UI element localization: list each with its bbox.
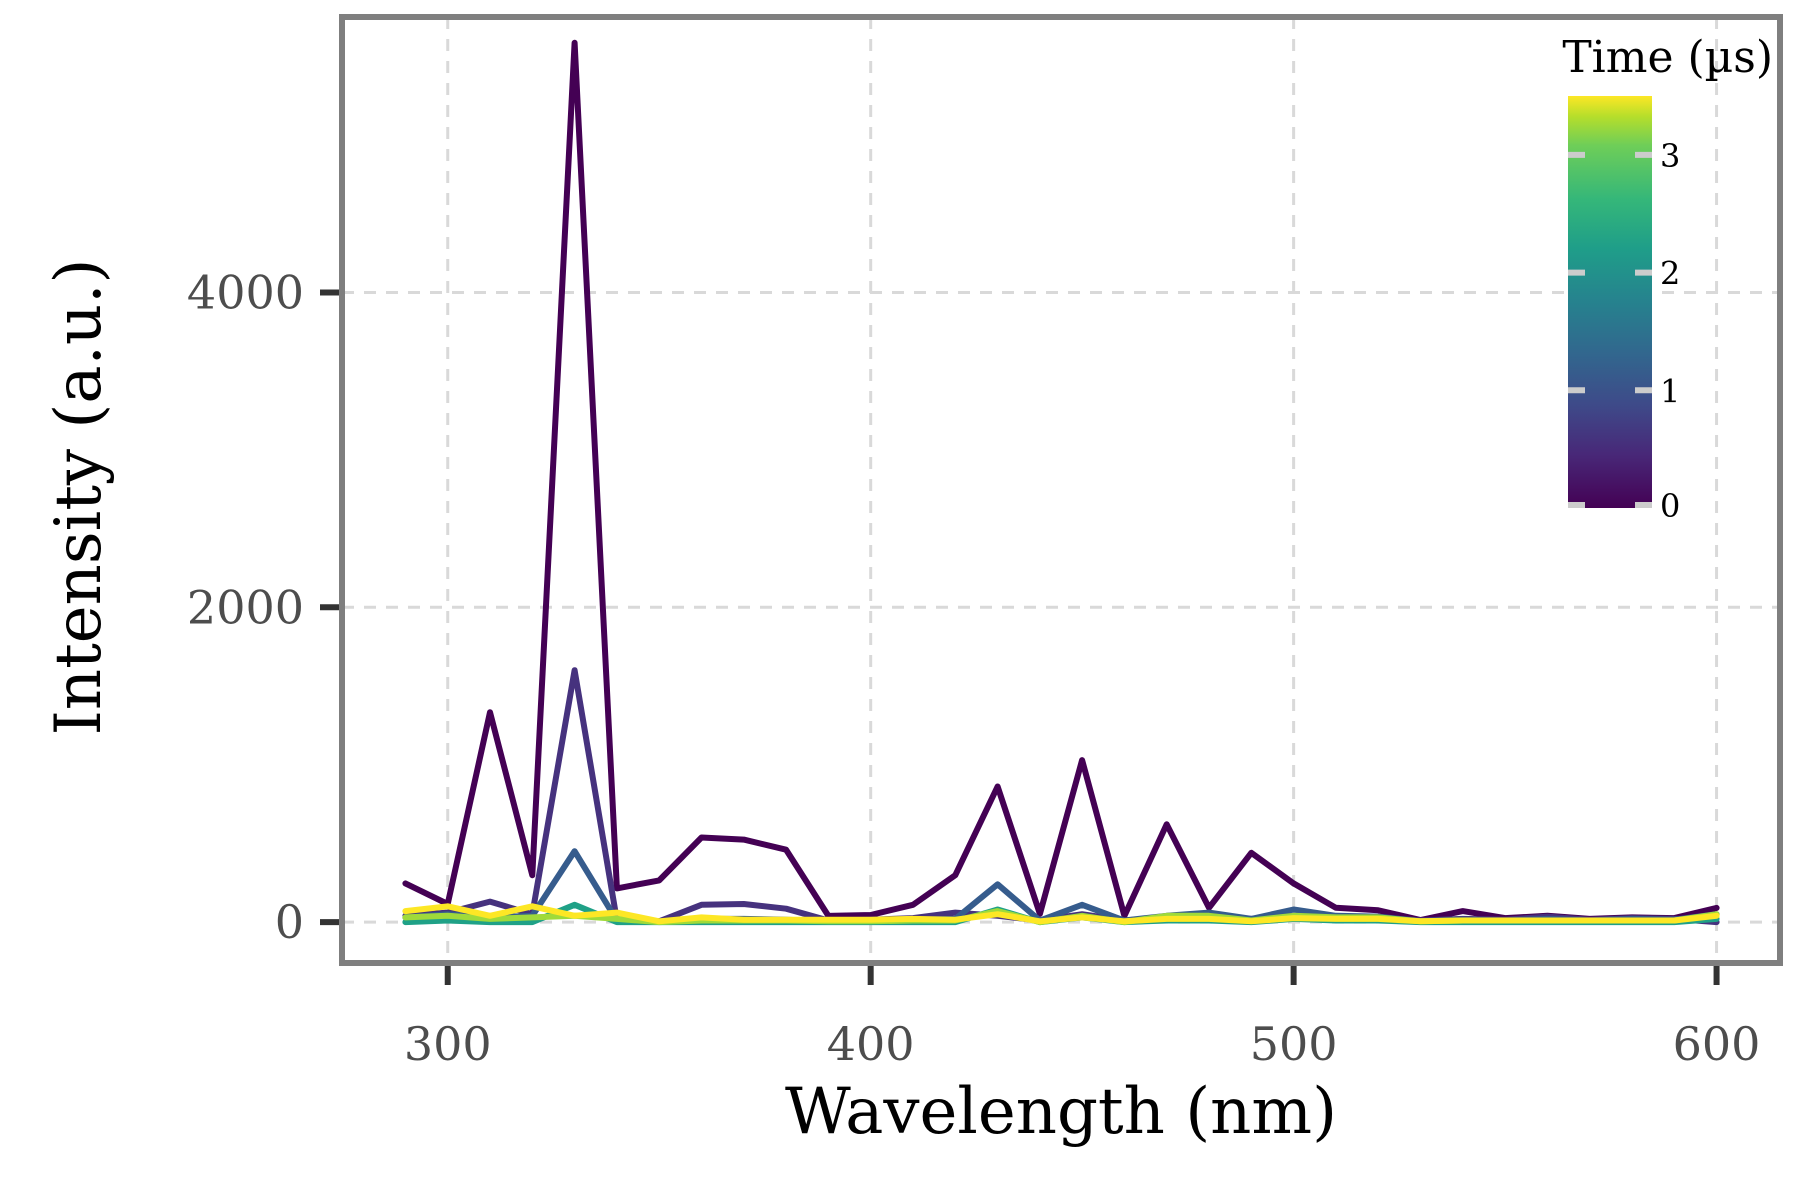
y-axis-title: Intensity (a.u.) <box>42 259 116 736</box>
series-line-t3.5 <box>402 903 1720 925</box>
y-tick-label: 4000 <box>187 265 304 319</box>
x-axis: 300 400 500 600 <box>404 966 1761 1071</box>
legend-title: Time (µs) <box>1562 32 1773 83</box>
x-tick-label: 300 <box>404 1017 492 1071</box>
colorbar-tick-label: 3 <box>1660 137 1680 175</box>
plot-background <box>342 17 1780 963</box>
x-tick-label: 600 <box>1673 1017 1761 1071</box>
y-tick-label: 0 <box>275 895 304 949</box>
series-lines <box>402 39 1720 926</box>
y-axis: 0 2000 4000 <box>187 265 339 949</box>
colorbar-legend: Time (µs) 0 1 2 3 <box>1562 32 1773 525</box>
x-tick-label: 400 <box>827 1017 915 1071</box>
colorbar-tick-label: 2 <box>1660 255 1680 293</box>
x-axis-title: Wavelength (nm) <box>785 1075 1337 1149</box>
plot-border <box>339 14 1783 966</box>
x-tick-label: 500 <box>1250 1017 1338 1071</box>
colorbar-tick-label: 1 <box>1660 372 1680 410</box>
y-tick-label: 2000 <box>187 580 304 634</box>
colorbar-tick-label: 0 <box>1660 487 1680 525</box>
colorbar <box>1568 96 1652 508</box>
